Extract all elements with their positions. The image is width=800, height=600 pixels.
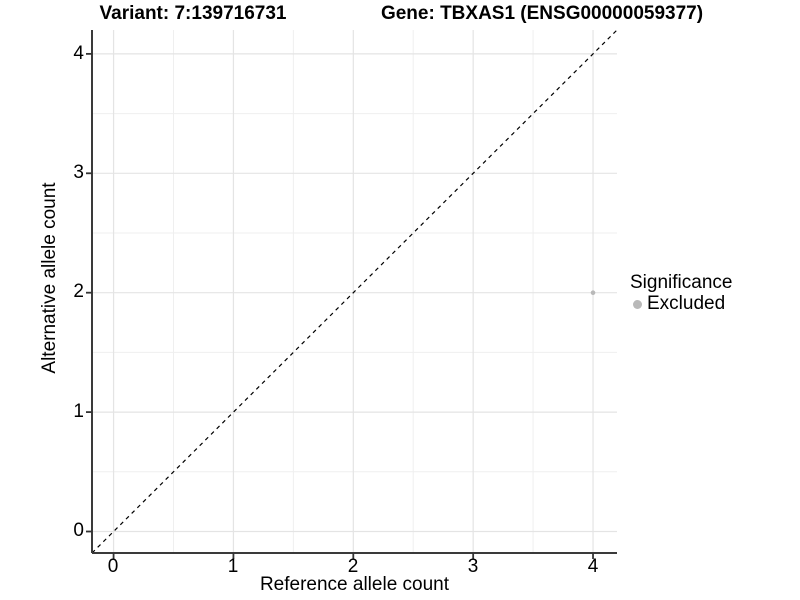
x-tick-label-0: 0: [107, 556, 119, 577]
gene-title: Gene: TBXAS1 (ENSG00000059377): [380, 3, 704, 24]
y-axis-title: Alternative allele count: [39, 182, 60, 374]
data-point: [590, 290, 596, 295]
x-tick-label-4: 4: [587, 556, 599, 577]
variant-title: Variant: 7:139716731: [99, 3, 287, 24]
y-tick-label-4: 4: [73, 43, 84, 64]
x-axis-title: Reference allele count: [259, 574, 450, 595]
excluded-point-icon: [633, 299, 642, 309]
legend-title: Significance: [630, 272, 733, 293]
x-tick-label-1: 1: [227, 556, 239, 577]
y-tick-label-0: 0: [73, 520, 84, 541]
legend-item-excluded: Excluded: [633, 293, 725, 315]
y-tick-label-1: 1: [73, 401, 84, 422]
legend-item-label: Excluded: [647, 293, 726, 314]
identity-line: [91, 29, 618, 554]
y-tick-label-2: 2: [73, 281, 84, 302]
x-tick-label-2: 2: [347, 556, 359, 577]
x-tick-label-3: 3: [467, 556, 479, 577]
y-tick-label-3: 3: [73, 162, 84, 183]
